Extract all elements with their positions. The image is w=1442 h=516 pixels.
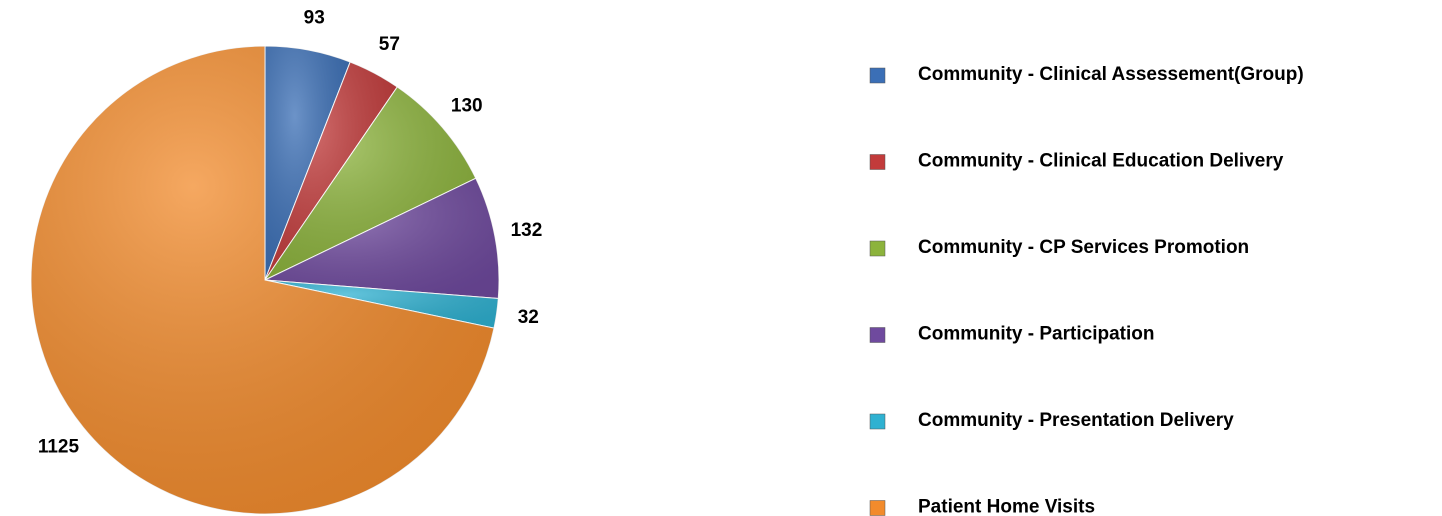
legend-swatch: [869, 327, 886, 343]
legend-swatch: [869, 413, 886, 430]
legend-swatch: [869, 67, 886, 84]
data-label: 1125: [38, 437, 80, 458]
legend-swatch: [869, 240, 886, 257]
data-label: 57: [379, 34, 400, 55]
data-label: 93: [304, 8, 325, 29]
legend-label: Community - Clinical Assessement(Group): [918, 64, 1304, 85]
legend-label: Community - Clinical Education Delivery: [918, 151, 1284, 172]
legend-label: Community - Participation: [918, 324, 1154, 345]
legend-swatch: [869, 154, 886, 170]
data-label: 132: [511, 220, 543, 241]
legend-label: Community - Presentation Delivery: [918, 410, 1234, 431]
legend-swatch: [869, 500, 886, 516]
legend-label: Patient Home Visits: [918, 497, 1095, 516]
legend-label: Community - CP Services Promotion: [918, 237, 1249, 258]
data-label: 130: [451, 96, 483, 117]
data-label: 32: [518, 307, 539, 328]
